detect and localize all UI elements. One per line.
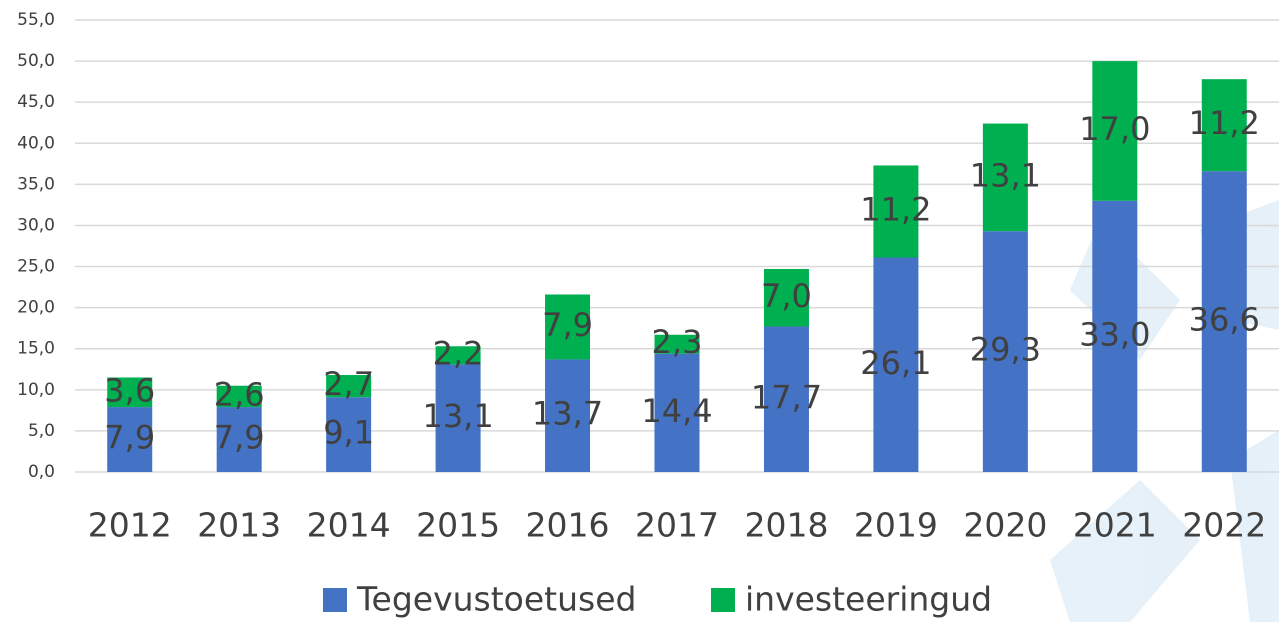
data-label: 17,0 [1079, 110, 1150, 148]
y-tick-label: 20,0 [17, 298, 55, 318]
x-tick-label: 2014 [307, 506, 391, 545]
x-tick-label: 2019 [854, 506, 938, 545]
data-label: 2,2 [433, 334, 484, 372]
data-label: 11,2 [860, 190, 931, 228]
data-label: 17,7 [751, 378, 822, 416]
data-label: 7,0 [761, 277, 812, 315]
data-label: 26,1 [860, 344, 931, 382]
legend-swatch [711, 588, 735, 612]
x-tick-label: 2017 [635, 506, 719, 545]
y-tick-label: 55,0 [17, 10, 55, 30]
x-tick-label: 2012 [88, 506, 172, 545]
x-tick-label: 2020 [963, 506, 1047, 545]
x-tick-label: 2015 [416, 506, 500, 545]
data-label: 7,9 [104, 419, 155, 457]
x-tick-label: 2016 [526, 506, 610, 545]
data-label: 11,2 [1189, 104, 1260, 142]
data-label: 14,4 [641, 392, 712, 430]
y-tick-label: 30,0 [17, 215, 55, 235]
data-label: 29,3 [970, 331, 1041, 369]
y-tick-label: 15,0 [17, 339, 55, 359]
y-tick-label: 45,0 [17, 92, 55, 112]
chart: 0,0 5,0 10,0 15,0 20,0 25,0 30,0 35,0 40,0 45,0 50… [0, 0, 1279, 622]
data-label: 2,3 [652, 323, 703, 361]
y-tick-label: 50,0 [17, 51, 55, 71]
y-tick-label: 35,0 [17, 174, 55, 194]
x-tick-label: 2013 [197, 506, 281, 545]
data-label: 7,9 [214, 419, 265, 457]
y-tick-label: 40,0 [17, 133, 55, 153]
x-tick-label: 2022 [1182, 506, 1266, 545]
y-tick-label: 5,0 [28, 421, 55, 441]
y-tick-label: 10,0 [17, 380, 55, 400]
x-tick-label: 2018 [744, 506, 828, 545]
data-label: 7,9 [542, 306, 593, 344]
legend-label: Tegevustoetused [356, 580, 636, 619]
data-label: 13,1 [422, 397, 493, 435]
data-label: 33,0 [1079, 315, 1150, 353]
y-tick-label: 25,0 [17, 257, 55, 277]
data-label: 2,6 [214, 375, 265, 413]
y-tick-label: 0,0 [28, 462, 55, 482]
data-label: 3,6 [104, 371, 155, 409]
legend-label: investeeringud [745, 580, 992, 619]
data-label: 36,6 [1189, 301, 1260, 339]
legend-swatch [323, 588, 347, 612]
data-label: 13,7 [532, 395, 603, 433]
decoration [1050, 480, 1200, 622]
data-label: 2,7 [323, 365, 374, 403]
data-label: 9,1 [323, 414, 374, 452]
x-tick-label: 2021 [1073, 506, 1157, 545]
data-label: 13,1 [970, 156, 1041, 194]
